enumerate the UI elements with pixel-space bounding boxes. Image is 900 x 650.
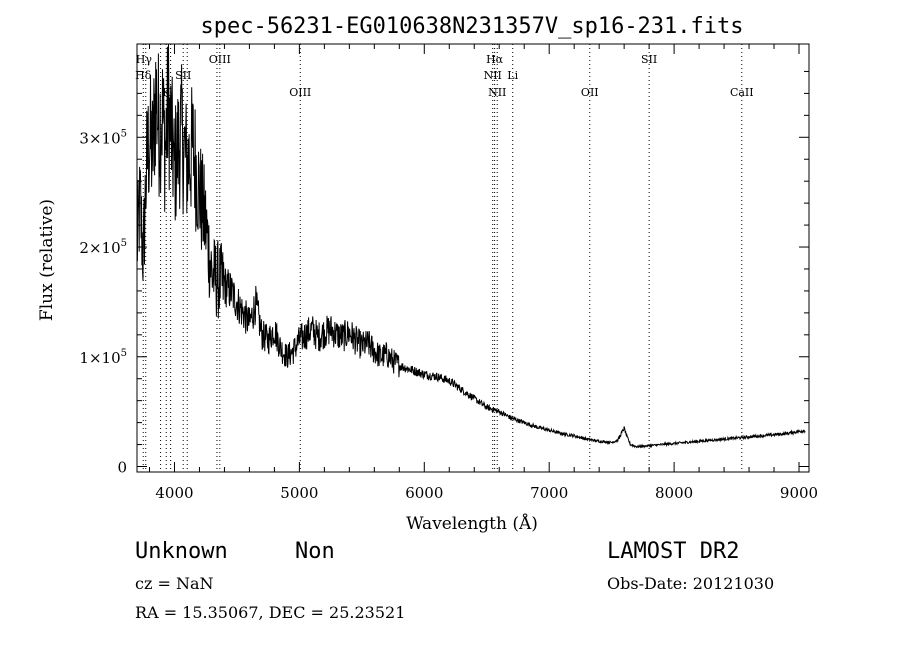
spectral-line-label: SII xyxy=(175,69,191,82)
spectral-line-label: Hα xyxy=(486,53,504,66)
spectral-line-label: OIII xyxy=(289,86,311,99)
spectral-line-label: NII xyxy=(484,69,502,82)
x-tick-label: 8000 xyxy=(655,484,693,502)
spectrum-line xyxy=(136,43,806,449)
spectral-line-label: NII xyxy=(488,86,506,99)
x-axis-label: Wavelength (Å) xyxy=(406,513,538,534)
subclass-label: Non xyxy=(295,539,335,564)
chart-title: spec-56231-EG010638N231357V_sp16-231.fit… xyxy=(200,14,743,39)
spectral-line-label: Hγ xyxy=(136,53,153,66)
y-tick-label: 1×105 xyxy=(79,348,127,367)
x-tick-label: 6000 xyxy=(405,484,443,502)
x-tick-label: 9000 xyxy=(780,484,818,502)
y-axis-label: Flux (relative) xyxy=(37,199,57,321)
spectral-line-label: Hδ xyxy=(135,69,152,82)
redshift-readout: cz = NaN xyxy=(135,574,214,593)
survey-label: LAMOST DR2 xyxy=(607,539,740,564)
x-tick-label: 4000 xyxy=(155,484,193,502)
coordinates-readout: RA = 15.35067, DEC = 25.23521 xyxy=(135,603,406,622)
spectral-line-label: Li xyxy=(507,69,518,82)
y-tick-label: 3×105 xyxy=(79,128,127,147)
plot-frame xyxy=(136,43,810,473)
spectral-line-label: CaII xyxy=(730,86,754,99)
spectral-line-label: OIII xyxy=(209,53,231,66)
obs-date-readout: Obs-Date: 20121030 xyxy=(607,574,775,593)
x-tick-label: 7000 xyxy=(530,484,568,502)
spectral-line-label: SII xyxy=(641,53,657,66)
axis-ticks: 4000 5000 6000 7000 8000 9000 0 1×105 2×105 3×105 xyxy=(79,44,818,502)
y-tick-label: 2×105 xyxy=(79,238,127,257)
spectral-line-label: OII xyxy=(581,86,599,99)
x-tick-label: 5000 xyxy=(280,484,318,502)
classification-label: Unknown xyxy=(135,539,228,564)
line-marker-layer xyxy=(142,44,743,472)
y-tick-label: 0 xyxy=(117,459,127,477)
